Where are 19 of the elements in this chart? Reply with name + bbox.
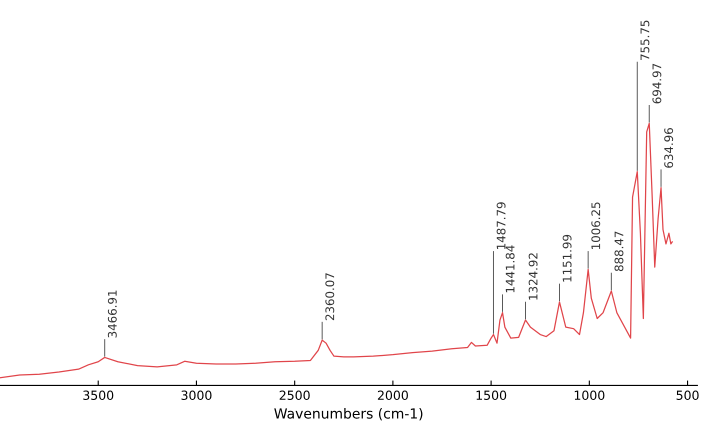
annotation: 1006.25	[591, 202, 600, 249]
x-tick-label: 2000	[378, 390, 408, 400]
x-tick-label: 1000	[574, 390, 604, 400]
annotation: 3466.91	[108, 290, 117, 338]
x-tick-label: 3000	[181, 390, 212, 400]
annotation: 1441.84	[506, 245, 515, 292]
annotation: 634.96	[664, 128, 674, 168]
annotation: 888.47	[614, 232, 624, 272]
annotation: 2360.07	[325, 273, 334, 320]
annotation: 1151.99	[562, 234, 572, 282]
x-axis-title: Wavenumbers (cm-1)	[274, 408, 422, 420]
annotation: 694.97	[652, 64, 662, 104]
annotation: 1487.79	[496, 202, 506, 249]
x-tick-label: 1500	[476, 390, 506, 400]
x-tick-label: 3500	[83, 390, 114, 400]
x-tick-label: 500	[676, 390, 699, 400]
annotation: 1324.92	[528, 253, 538, 300]
x-tick-label: 2500	[280, 390, 310, 400]
annotation: 755.75	[640, 20, 650, 60]
